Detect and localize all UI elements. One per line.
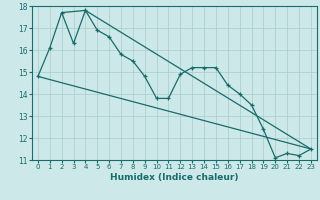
X-axis label: Humidex (Indice chaleur): Humidex (Indice chaleur): [110, 173, 239, 182]
